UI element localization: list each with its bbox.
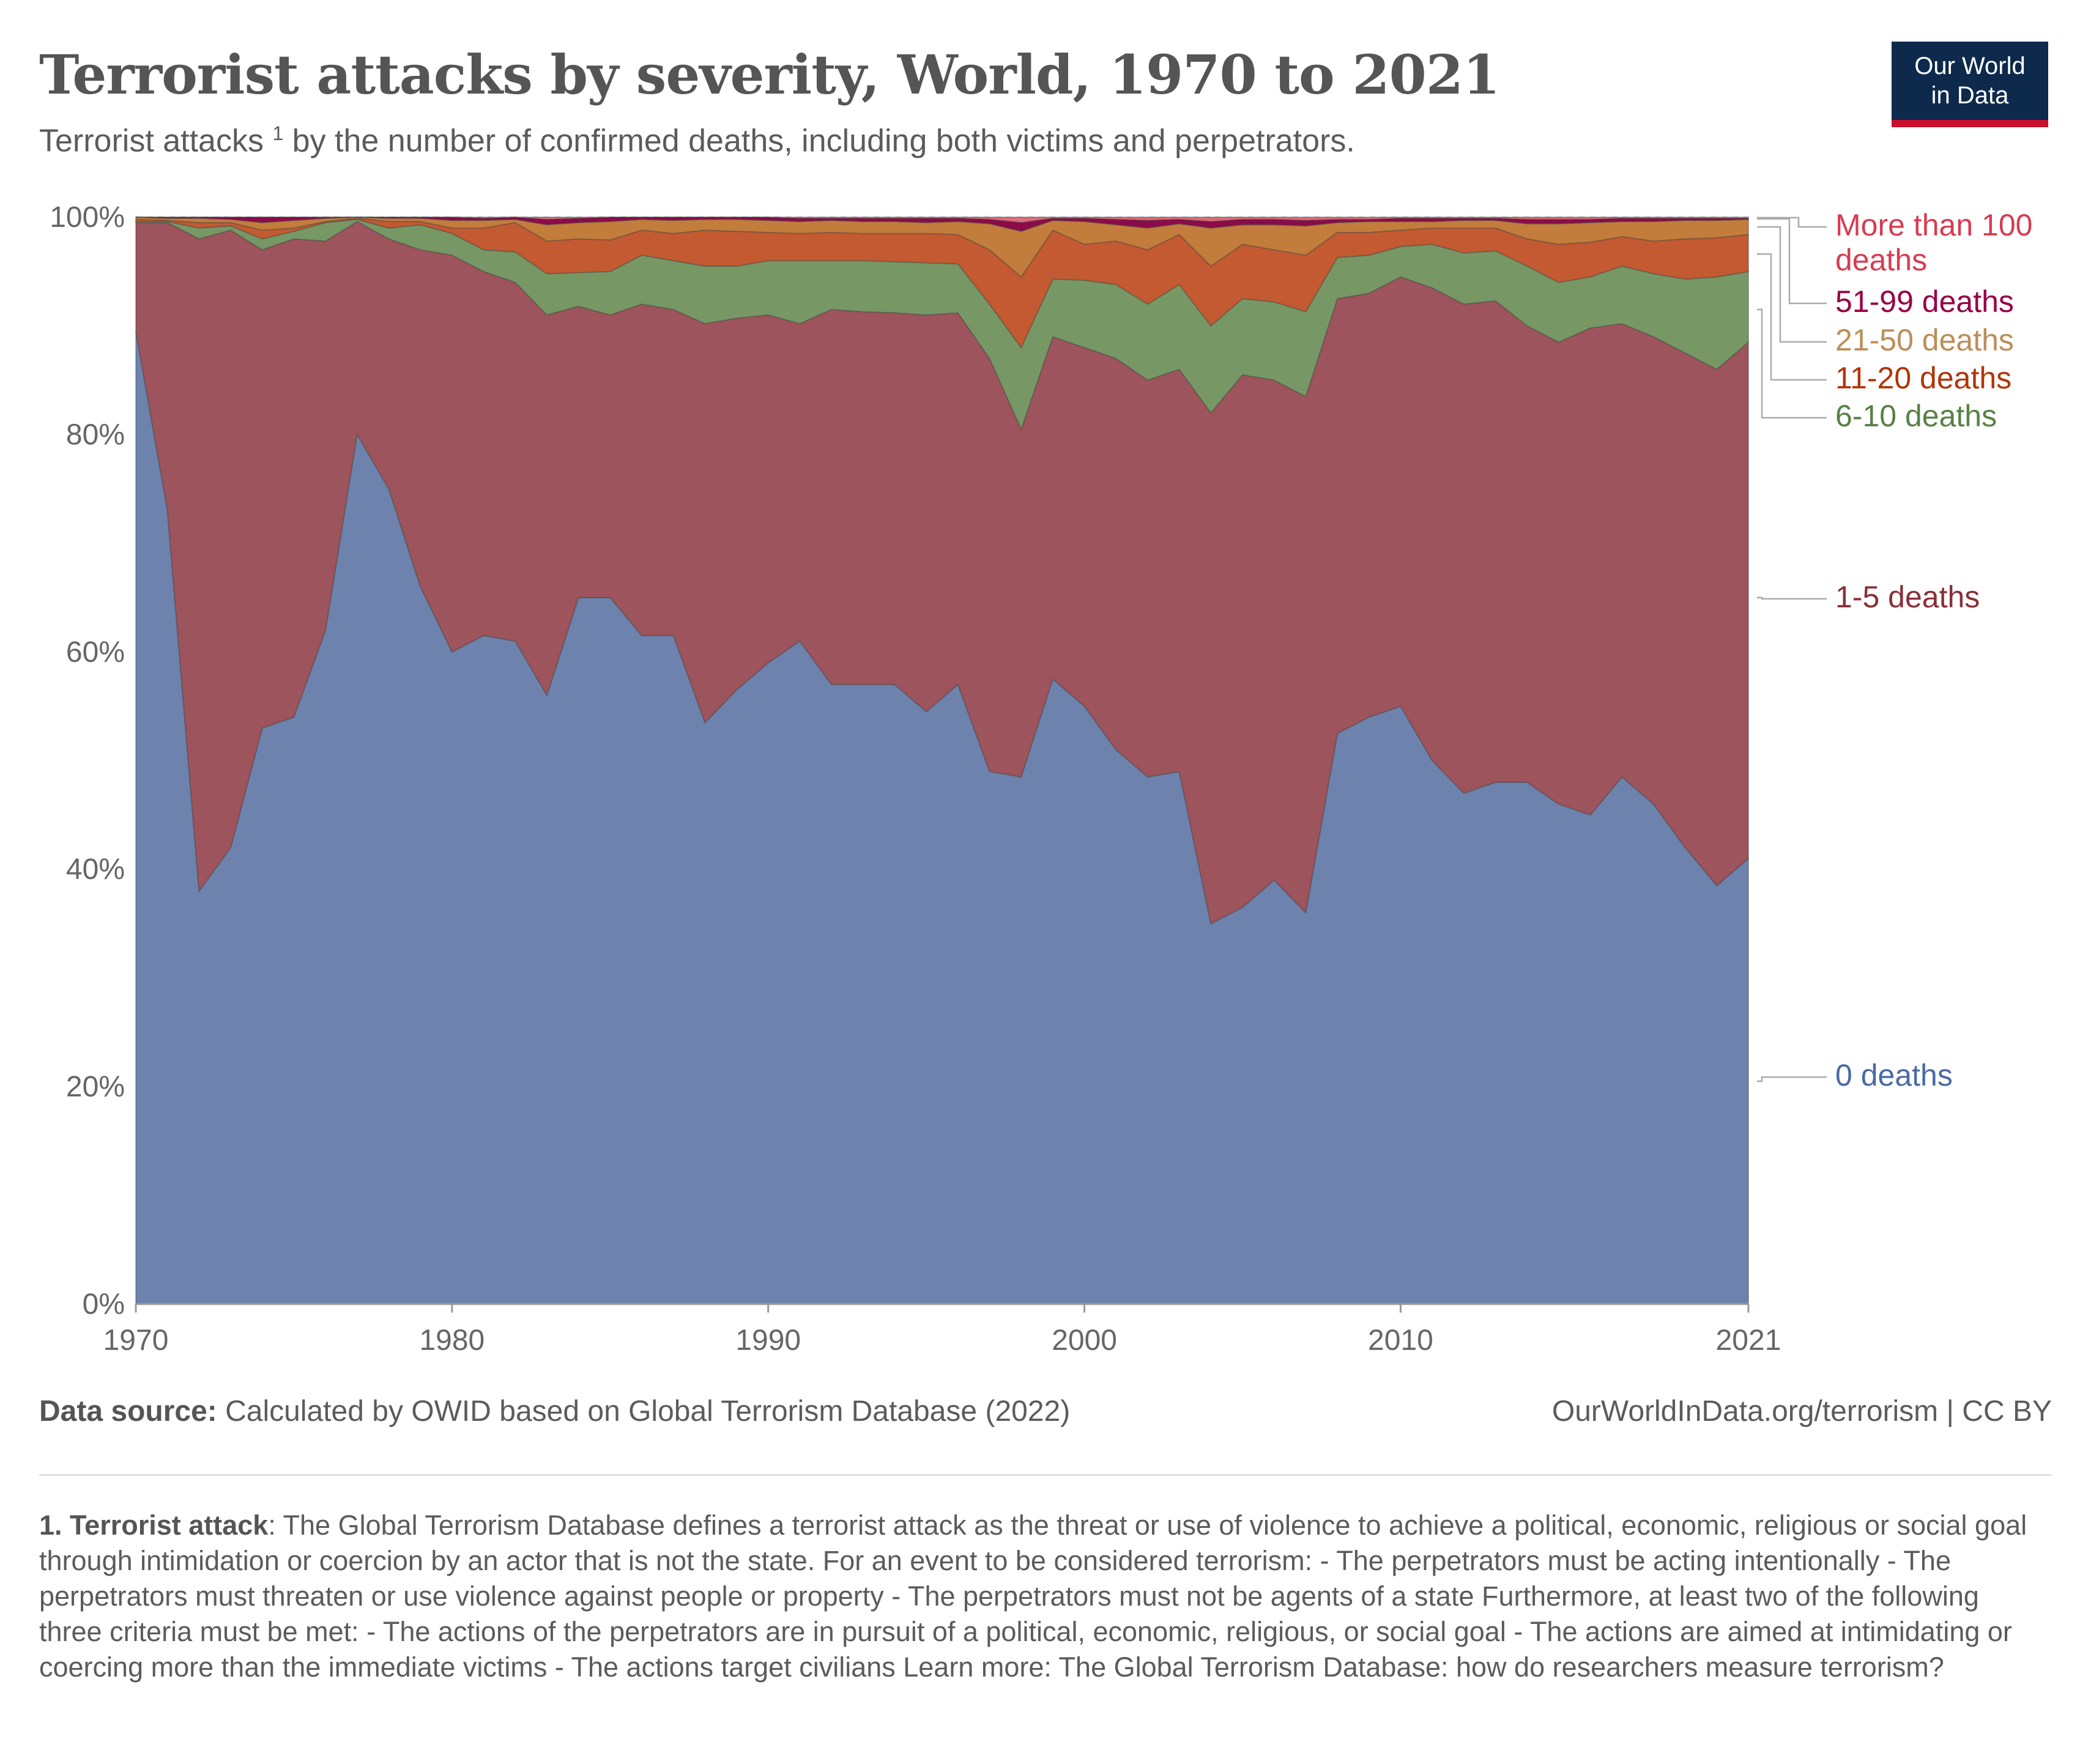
label-connector: [1757, 308, 1827, 419]
logo-line-2: in Data: [1931, 82, 2009, 109]
footnote-ref[interactable]: 1: [272, 122, 284, 144]
label-connector: [1757, 596, 1827, 600]
label-connector: [1757, 218, 1827, 305]
series-area-6[interactable]: [136, 216, 1749, 223]
series-label[interactable]: 1-5 deaths: [1835, 580, 1980, 614]
data-source-text: Calculated by OWID based on Global Terro…: [217, 1395, 1071, 1428]
series-label[interactable]: 51-99 deaths: [1835, 284, 2014, 319]
x-tick-label: 1990: [735, 1324, 801, 1357]
series-label[interactable]: 0 deaths: [1835, 1058, 1953, 1092]
footnote-text: : The Global Terrorism Database defines …: [39, 1510, 2027, 1683]
y-tick-label: 60%: [66, 636, 125, 669]
chart-subtitle: Terrorist attacks 1 by the number of con…: [39, 122, 1355, 159]
license-text: | CC BY: [1938, 1395, 2052, 1428]
series-label-line-2[interactable]: deaths: [1835, 243, 1927, 277]
owid-logo[interactable]: Our World in Data: [1892, 42, 2048, 127]
x-tick-label: 2021: [1716, 1324, 1781, 1357]
x-tick-label: 1970: [103, 1324, 169, 1357]
series-label[interactable]: 6-10 deaths: [1835, 399, 1997, 433]
footnote-label: 1. Terrorist attack: [39, 1510, 269, 1541]
footer-links: OurWorldInData.org/terrorism | CC BY: [1552, 1395, 2052, 1428]
y-tick-label: 20%: [66, 1071, 125, 1103]
y-tick-label: 40%: [66, 853, 125, 886]
series-label[interactable]: 21-50 deaths: [1835, 323, 2014, 357]
label-connector: [1757, 226, 1827, 343]
data-source: Data source: Calculated by OWID based on…: [39, 1395, 1070, 1428]
logo-line-1: Our World: [1914, 53, 2026, 80]
series-area-5[interactable]: [135, 216, 1749, 232]
stacked-area-chart: 0% 20% 40% 60% 80% 100% 1970 1980 1990 2000 2010 20…: [50, 201, 2032, 1357]
source-url-link[interactable]: OurWorldInData.org/terrorism: [1551, 1395, 1939, 1428]
data-source-label: Data source:: [39, 1395, 217, 1428]
x-tick-label: 2000: [1052, 1324, 1117, 1357]
series-label[interactable]: 11-20 deaths: [1835, 361, 2011, 395]
subtitle-text-rest: by the number of confirmed deaths, inclu…: [283, 123, 1355, 159]
series-area-3[interactable]: [135, 217, 1749, 349]
footnote: 1. Terrorist attack: The Global Terroris…: [39, 1508, 2046, 1685]
label-connector: [1757, 1076, 1827, 1082]
y-tick-label: 80%: [66, 418, 125, 451]
x-tick-label: 2010: [1368, 1324, 1433, 1357]
series-area-4[interactable]: [135, 216, 1749, 278]
subtitle-text: Terrorist attacks: [39, 123, 264, 159]
series-label[interactable]: More than 100: [1835, 208, 2032, 242]
chart-title: Terrorist attacks by severity, World, 19…: [39, 43, 1500, 106]
y-tick-label: 100%: [50, 201, 125, 234]
y-tick-label: 0%: [83, 1288, 125, 1321]
label-connector: [1757, 253, 1827, 381]
footer-divider: [39, 1474, 2052, 1476]
x-tick-label: 1980: [419, 1324, 485, 1357]
label-connector: [1757, 217, 1827, 228]
